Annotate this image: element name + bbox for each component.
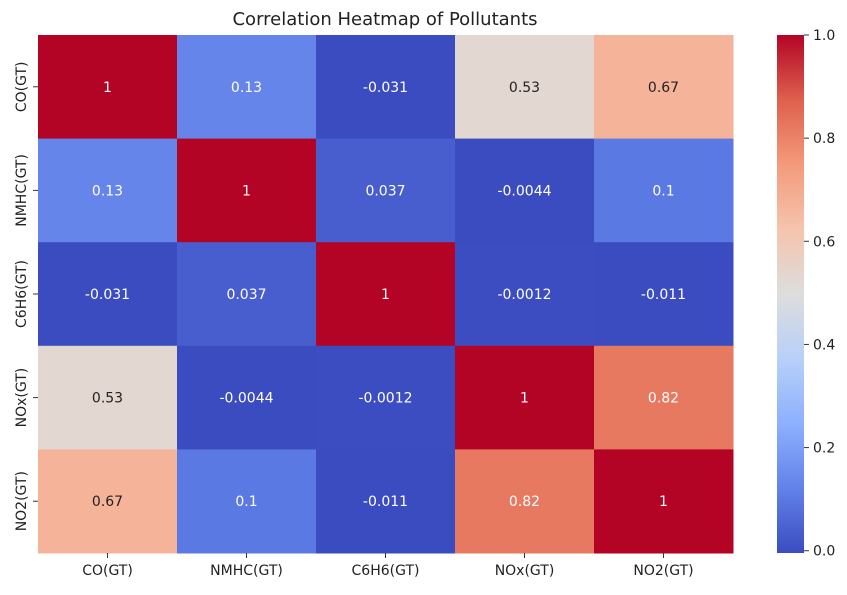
heatmap-cell-r2-c3 [455, 242, 595, 347]
y-tick-label: CO(GT) [14, 61, 30, 112]
cell-value-label: 0.037 [365, 183, 405, 199]
y-tick-label: C6H6(GT) [14, 260, 30, 328]
heatmap-cell-r1-c4 [594, 138, 734, 243]
heatmap-cell-r4-c3 [455, 449, 595, 554]
cell-value-label: 0.1 [652, 183, 674, 199]
cell-value-label: 1 [659, 494, 668, 510]
colorbar-tick-label: 0.4 [813, 337, 835, 353]
heatmap-cell-r0-c3 [455, 35, 595, 140]
cell-value-label: 0.53 [92, 391, 123, 407]
x-tick-label: C6H6(GT) [352, 563, 420, 579]
y-axis: CO(GT) NMHC(GT) C6H6(GT) NOx(GT) NO2(GT) [14, 61, 38, 531]
cell-value-label: 1 [381, 287, 390, 303]
colorbar-tick-label: 0.2 [813, 441, 835, 457]
heatmap-cell-r4-c4 [594, 449, 734, 554]
heatmap-cell-r0-c4 [594, 35, 734, 140]
heatmap-cell-r4-c2 [316, 449, 456, 554]
heatmap-cell-r3-c2 [316, 345, 456, 450]
heatmap-cell-r2-c1 [177, 242, 317, 347]
heatmap-cell-r0-c2 [316, 35, 456, 140]
cell-value-label: 0.67 [648, 80, 679, 96]
heatmap-cell-r3-c1 [177, 345, 317, 450]
heatmap-cell-r2-c4 [594, 242, 734, 347]
heatmap-cell-labels: 1 0.13 -0.031 0.53 0.67 0.13 1 0.037 -0.0044 0.1 -… [85, 80, 686, 510]
cell-value-label: -0.031 [363, 80, 408, 96]
heatmap-cell-r3-c3 [455, 345, 595, 450]
x-tick-label: NMHC(GT) [210, 563, 283, 579]
colorbar-tick-label: 0.0 [813, 544, 835, 560]
heatmap-cell-r1-c0 [38, 138, 178, 243]
colorbar-tick-label: 0.8 [813, 131, 835, 147]
cell-value-label: 1 [520, 391, 529, 407]
cell-value-label: 1 [103, 80, 112, 96]
heatmap-cell-r3-c4 [594, 345, 734, 450]
heatmap-cell-r1-c2 [316, 138, 456, 243]
y-tick-label: NMHC(GT) [14, 154, 30, 227]
cell-value-label: -0.0044 [219, 391, 273, 407]
heatmap-cell-r1-c1 [177, 138, 317, 243]
colorbar-tick-label: 0.6 [813, 234, 835, 250]
cell-value-label: -0.031 [85, 287, 130, 303]
cell-value-label: 0.1 [235, 494, 257, 510]
heatmap-cell-r2-c2 [316, 242, 456, 347]
x-tick-label: NO2(GT) [633, 563, 693, 579]
cell-value-label: 0.53 [509, 80, 540, 96]
cell-value-label: 0.67 [92, 494, 123, 510]
cell-value-label: -0.011 [641, 287, 686, 303]
heatmap-cell-r1-c3 [455, 138, 595, 243]
heatmap-cell-r4-c0 [38, 449, 178, 554]
heatmap-cell-r3-c0 [38, 345, 178, 450]
x-tick-label: CO(GT) [82, 563, 133, 579]
colorbar: 0.0 0.2 0.4 0.6 0.8 1.0 [777, 28, 835, 560]
heatmap-cell-r0-c1 [177, 35, 317, 140]
cell-value-label: 0.82 [509, 494, 540, 510]
chart-title: Correlation Heatmap of Pollutants [232, 9, 537, 30]
y-tick-label: NO2(GT) [14, 471, 30, 531]
y-tick-label: NOx(GT) [14, 368, 30, 428]
colorbar-tick-label: 1.0 [813, 28, 835, 44]
cell-value-label: 0.037 [226, 287, 266, 303]
heatmap-cells [38, 35, 734, 554]
cell-value-label: -0.011 [363, 494, 408, 510]
cell-value-label: 0.82 [648, 391, 679, 407]
cell-value-label: 0.13 [231, 80, 262, 96]
x-tick-label: NOx(GT) [495, 563, 555, 579]
colorbar-gradient [777, 35, 804, 553]
cell-value-label: -0.0044 [497, 183, 551, 199]
cell-value-label: 1 [242, 183, 251, 199]
cell-value-label: -0.0012 [358, 391, 412, 407]
x-axis: CO(GT) NMHC(GT) C6H6(GT) NOx(GT) NO2(GT) [82, 553, 694, 579]
cell-value-label: -0.0012 [497, 287, 551, 303]
cell-value-label: 0.13 [92, 183, 123, 199]
heatmap-cell-r0-c0 [38, 35, 178, 140]
heatmap-cell-r4-c1 [177, 449, 317, 554]
heatmap-cell-r2-c0 [38, 242, 178, 347]
